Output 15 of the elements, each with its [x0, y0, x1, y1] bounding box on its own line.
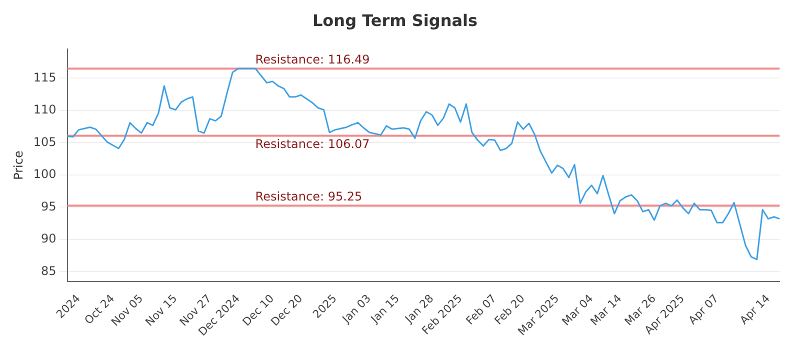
y-tick-label: 95 — [41, 199, 56, 214]
y-tick-label: 115 — [33, 70, 56, 84]
ref-line-label: Resistance: 95.25 — [255, 190, 362, 204]
x-tick-label: Apr 07 — [686, 292, 722, 327]
x-tick-label: Apr 14 — [737, 292, 772, 327]
x-tick-label: Nov 15 — [142, 292, 180, 329]
y-tick-label: 90 — [41, 232, 56, 246]
chart-title: Long Term Signals — [312, 10, 478, 30]
y-tick-label: 105 — [33, 134, 56, 149]
y-tick-label: 110 — [33, 102, 56, 117]
ref-line-label: Resistance: 116.49 — [255, 52, 370, 67]
ref-line-label: Resistance: 106.07 — [255, 136, 370, 151]
y-tick-label: 85 — [41, 264, 56, 278]
y-axis-title: Price — [11, 150, 26, 180]
y-tick-label: 100 — [33, 167, 56, 182]
